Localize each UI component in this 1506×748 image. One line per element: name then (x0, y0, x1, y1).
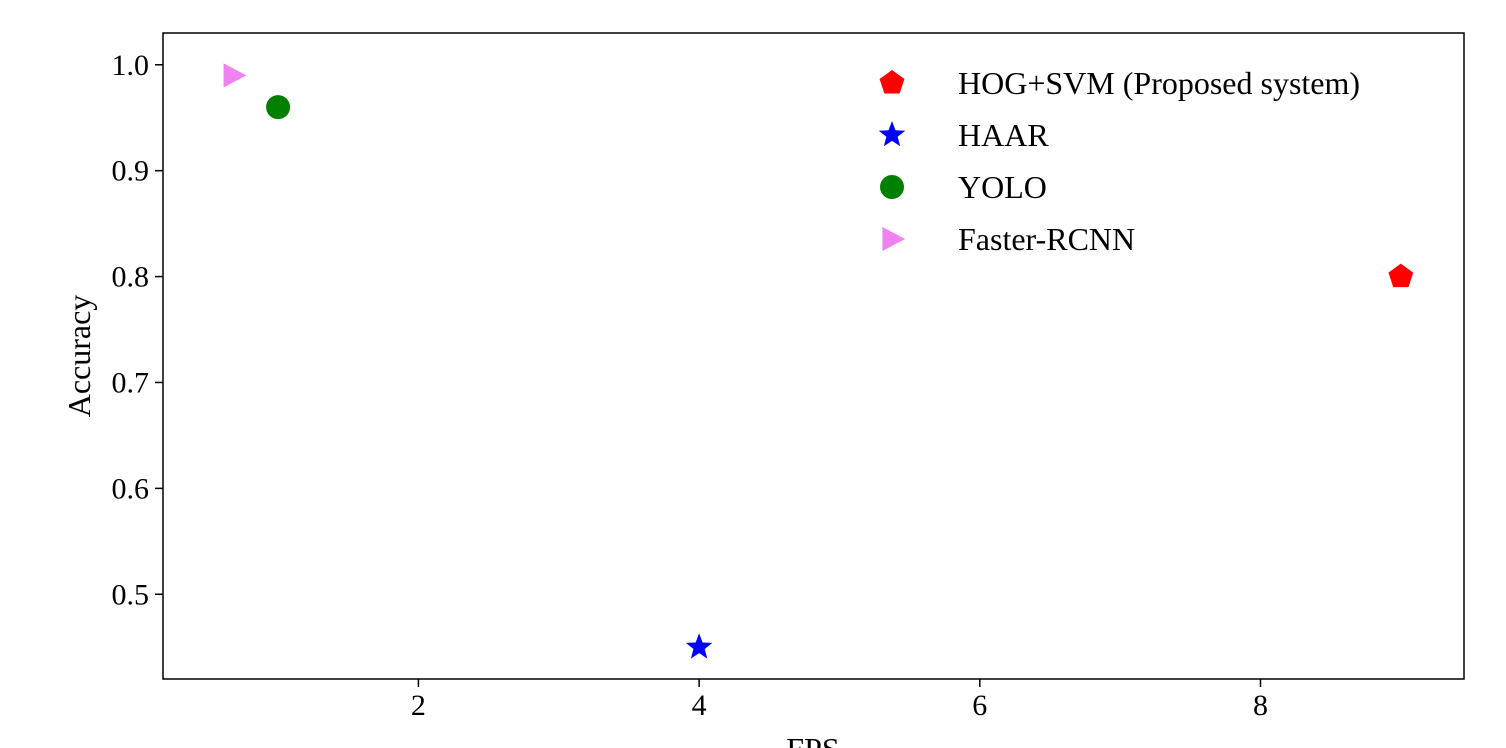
legend-item: Faster-RCNN (882, 221, 1135, 257)
legend-label: Faster-RCNN (958, 221, 1135, 257)
legend-label: HOG+SVM (Proposed system) (958, 65, 1360, 101)
y-tick-label: 0.8 (112, 261, 150, 294)
legend-marker-circle (880, 175, 904, 199)
legend-marker-pentagon (879, 70, 905, 94)
x-tick-label: 8 (1253, 689, 1268, 722)
y-tick-label: 0.9 (112, 155, 150, 188)
legend-item: HAAR (878, 117, 1049, 153)
y-tick-label: 0.6 (112, 472, 150, 505)
x-axis-ticks: 2 4 6 8 (411, 679, 1268, 722)
x-tick-label: 2 (411, 689, 426, 722)
legend-item: YOLO (880, 169, 1047, 205)
y-tick-label: 0.5 (112, 578, 150, 611)
plot-frame (162, 32, 1465, 680)
legend-marker-star (878, 121, 906, 147)
data-point-pentagon (1388, 263, 1414, 288)
legend-item: HOG+SVM (Proposed system) (879, 65, 1360, 101)
data-point-circle (266, 95, 291, 120)
x-axis-label: FPS (786, 731, 839, 748)
legend-label: HAAR (958, 117, 1049, 153)
legend-marker-triangle-right (882, 227, 906, 251)
y-tick-label: 0.7 (112, 366, 150, 399)
legend: HOG+SVM (Proposed system) HAAR YOLO Faster-… (878, 65, 1360, 257)
data-point-star (685, 633, 713, 659)
legend-label: YOLO (958, 169, 1047, 205)
y-tick-label: 1.0 (112, 49, 150, 82)
y-axis-ticks: 0.5 0.6 0.7 0.8 0.9 1.0 (112, 49, 163, 611)
data-points (223, 63, 1414, 659)
y-axis-label: Accuracy (61, 295, 97, 418)
data-point-triangle-right (223, 63, 247, 88)
x-tick-label: 6 (972, 689, 987, 722)
x-tick-label: 4 (692, 689, 707, 722)
